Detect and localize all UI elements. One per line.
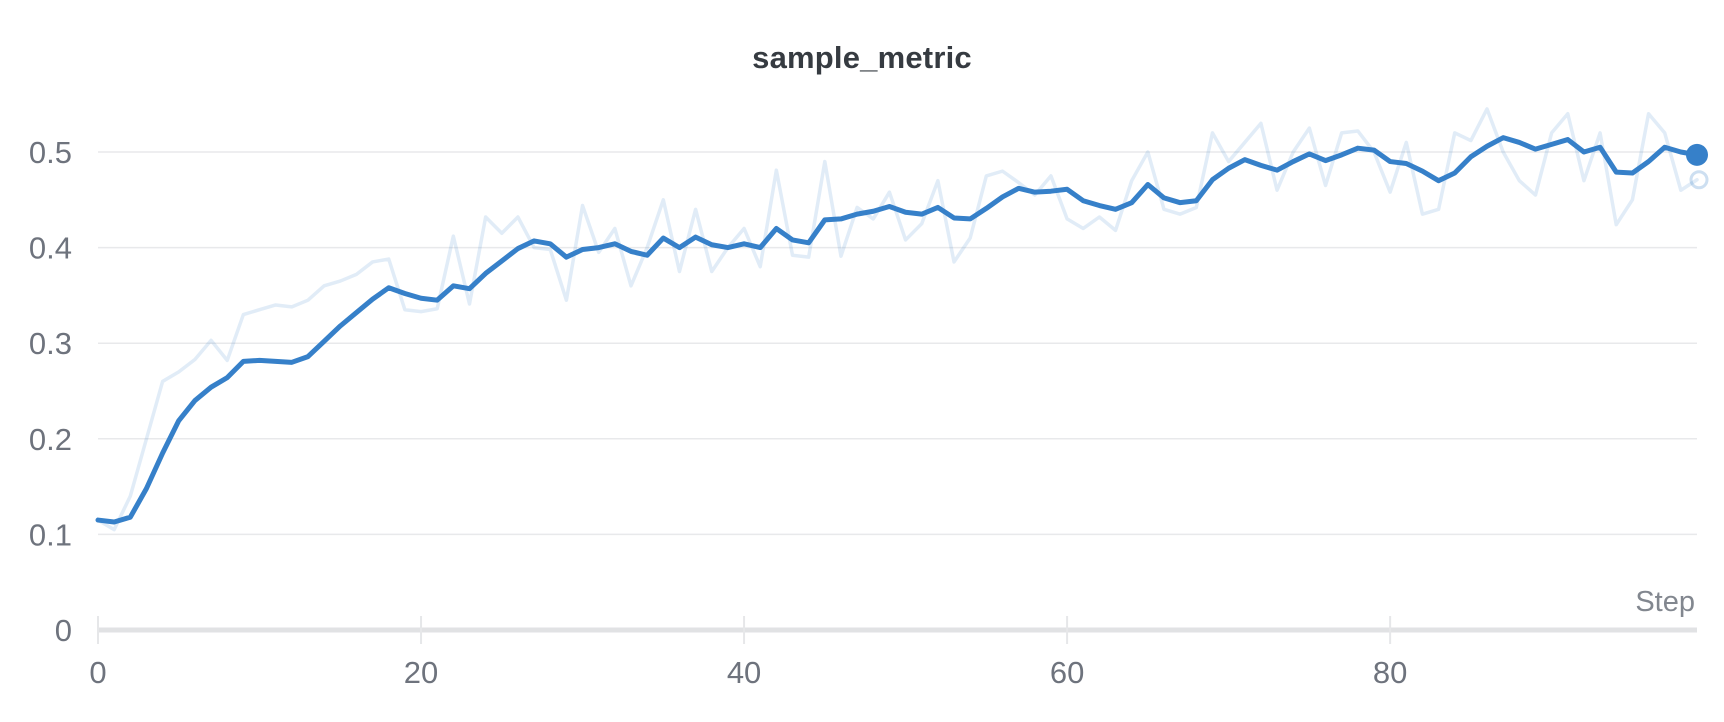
x-tick-label-20: 20 [404, 655, 438, 690]
x-tick-label-60: 60 [1050, 655, 1084, 690]
chart-title: sample_metric [752, 40, 972, 75]
y-tick-label-0.4: 0.4 [29, 231, 72, 266]
y-tick-label-0.3: 0.3 [29, 326, 72, 361]
y-tick-label-0.5: 0.5 [29, 135, 72, 170]
x-tick-label-40: 40 [727, 655, 761, 690]
x-tick-label-80: 80 [1373, 655, 1407, 690]
raw-endpoint-ring [1689, 170, 1709, 190]
y-tick-label-0.1: 0.1 [29, 517, 72, 552]
y-tick-label-0.2: 0.2 [29, 422, 72, 457]
x-tick-label-0: 0 [89, 655, 106, 690]
y-tick-label-0: 0 [55, 613, 72, 648]
smoothed-endpoint-dot [1686, 143, 1708, 166]
raw-series-line [96, 107, 1699, 532]
smoothed-series-line [95, 135, 1700, 525]
x-axis-label: Step [1635, 586, 1695, 618]
